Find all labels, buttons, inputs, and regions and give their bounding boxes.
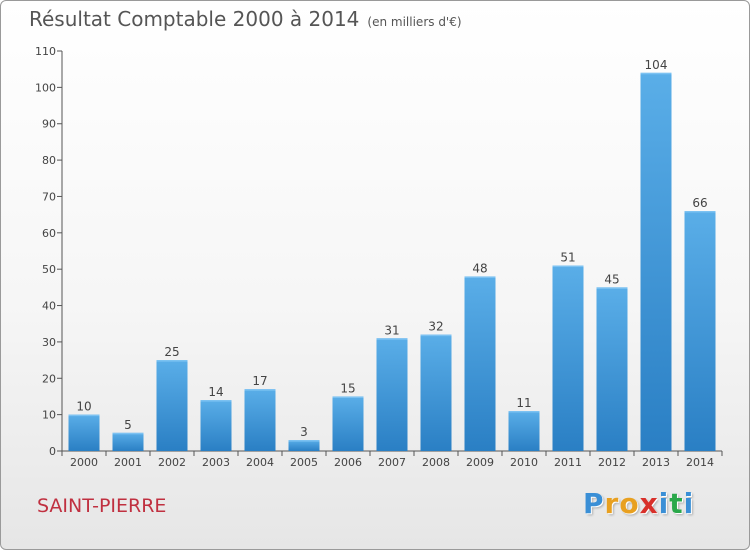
bar — [288, 440, 320, 451]
y-tick-label: 110 — [35, 45, 56, 58]
bar-top-edge — [332, 396, 364, 398]
x-tick-label: 2011 — [554, 456, 582, 469]
y-tick-label: 30 — [42, 336, 56, 349]
bar-top-edge — [156, 360, 188, 362]
bar — [640, 72, 672, 452]
data-label: 104 — [645, 58, 668, 72]
x-tick-label: 2005 — [290, 456, 318, 469]
place-name: SAINT-PIERRE — [37, 495, 167, 517]
bar-top-edge — [596, 287, 628, 289]
bar — [596, 287, 628, 451]
x-tick-label: 2008 — [422, 456, 450, 469]
x-tick-label: 2010 — [510, 456, 538, 469]
y-tick-label: 20 — [42, 372, 56, 385]
bar — [332, 396, 364, 451]
data-label: 32 — [428, 320, 443, 334]
data-label: 31 — [384, 323, 399, 337]
bar — [684, 211, 716, 451]
bar — [376, 338, 408, 451]
data-label: 66 — [692, 196, 707, 210]
proxiti-logo: Proxiti — [583, 487, 694, 520]
x-tick-label: 2002 — [158, 456, 186, 469]
data-label: 5 — [124, 418, 132, 432]
x-tick-label: 2001 — [114, 456, 142, 469]
bar-top-edge — [376, 338, 408, 340]
logo-letter: o — [619, 487, 640, 520]
y-tick-label: 70 — [42, 190, 56, 203]
bar-top-edge — [112, 432, 144, 435]
chart-title-text: Résultat Comptable 2000 à 2014 — [29, 7, 360, 31]
x-tick-label: 2014 — [686, 456, 714, 469]
chart-subtitle: (en milliers d'€) — [367, 15, 462, 29]
chart-title: Résultat Comptable 2000 à 2014 (en millie… — [29, 7, 462, 31]
x-tick-label: 2007 — [378, 456, 406, 469]
bar — [200, 400, 232, 451]
x-tick-label: 2003 — [202, 456, 230, 469]
bar — [420, 334, 452, 451]
y-tick-label: 0 — [49, 445, 56, 458]
logo-letter: r — [604, 487, 620, 520]
bar-top-edge — [200, 400, 232, 402]
data-label: 11 — [516, 396, 531, 410]
data-label: 51 — [560, 251, 575, 265]
x-tick-label: 2013 — [642, 456, 670, 469]
bar-top-edge — [684, 211, 716, 213]
x-tick-label: 2012 — [598, 456, 626, 469]
y-tick-label: 100 — [35, 81, 56, 94]
x-tick-label: 2000 — [70, 456, 98, 469]
y-tick-label: 10 — [42, 409, 56, 422]
logo-letter: P — [583, 487, 605, 520]
logo-letter: i — [658, 487, 670, 520]
bar — [156, 360, 188, 451]
y-tick-label: 40 — [42, 300, 56, 313]
logo-letter: x — [639, 487, 659, 520]
bar — [68, 414, 100, 451]
logo-letter: t — [669, 487, 684, 520]
logo-letter: i — [683, 487, 695, 520]
x-tick-label: 2004 — [246, 456, 274, 469]
bar-top-edge — [420, 334, 452, 337]
bar — [508, 411, 540, 451]
data-label: 10 — [76, 400, 91, 414]
bar-top-edge — [508, 411, 540, 413]
data-label: 3 — [300, 425, 308, 439]
y-tick-label: 60 — [42, 227, 56, 240]
data-label: 45 — [604, 272, 619, 286]
bar-top-edge — [68, 414, 100, 417]
x-tick-label: 2006 — [334, 456, 362, 469]
data-label: 15 — [340, 381, 355, 395]
bar-top-edge — [288, 440, 320, 442]
bar-top-edge — [244, 389, 276, 391]
bar — [112, 432, 144, 451]
y-tick-label: 80 — [42, 154, 56, 167]
data-label: 17 — [252, 374, 267, 388]
x-tick-label: 2009 — [466, 456, 494, 469]
bar — [464, 276, 496, 451]
data-label: 25 — [164, 345, 179, 359]
bar — [552, 265, 584, 451]
bar-top-edge — [552, 265, 584, 268]
y-tick-label: 50 — [42, 263, 56, 276]
bar — [244, 389, 276, 451]
data-label: 48 — [472, 261, 487, 275]
bar-top-edge — [464, 276, 496, 278]
data-label: 14 — [208, 385, 223, 399]
bar-top-edge — [640, 72, 672, 75]
y-tick-label: 90 — [42, 118, 56, 131]
